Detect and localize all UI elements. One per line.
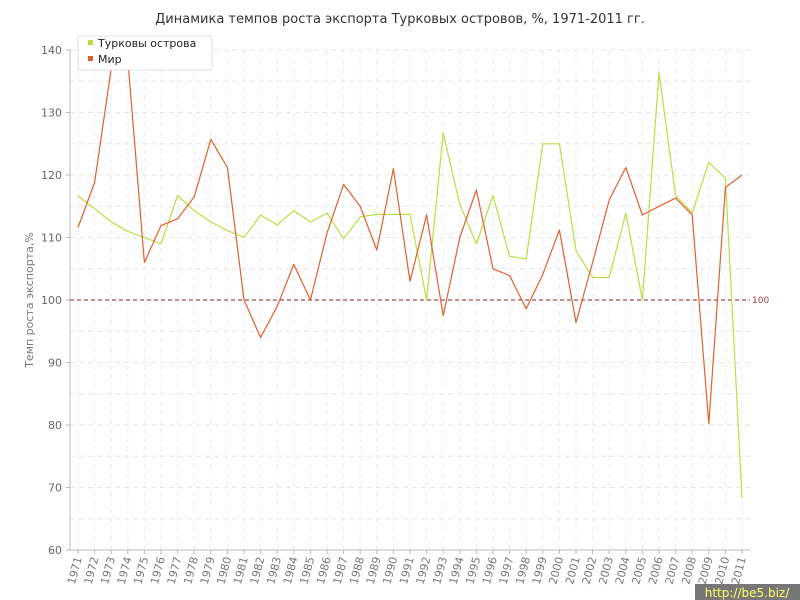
y-axis-ticks: 60 70 80 90 100 110 120 130 140 [41,44,70,557]
chart-title: Динамика темпов роста экспорта Турковых … [155,12,645,27]
y-tick-label: 140 [41,44,62,57]
y-tick-label: 130 [41,107,62,120]
y-tick-label: 100 [41,294,62,307]
x-axis-ticks: 1971197219731974197519761977197819791980… [65,550,749,586]
reference-line-label: 100 [752,296,769,306]
y-axis-label: Темп роста экспорта,% [23,232,36,369]
legend-entry-turks: Турковы острова [97,37,196,50]
y-tick-label: 60 [48,544,62,557]
legend-swatch-turks [88,40,93,45]
y-tick-label: 80 [48,419,62,432]
legend-swatch-world [88,56,93,61]
grid [70,49,750,550]
watermark-bg [695,584,800,600]
series-lines [77,58,743,499]
legend: Турковы острова Мир [77,35,213,71]
watermark-text: http://be5.biz/ [705,586,790,600]
y-tick-label: 90 [48,357,62,370]
series-line-0 [77,71,743,499]
watermark: http://be5.biz/ [695,584,800,600]
y-tick-label: 110 [41,232,62,245]
y-tick-label: 70 [48,482,62,495]
reference-line-100: 100 [70,296,769,306]
y-tick-label: 120 [41,169,62,182]
series-line-1 [77,58,743,425]
x-tick-label: 2011 [729,555,749,585]
legend-entry-world: Мир [98,53,122,66]
legend-box [77,35,213,71]
